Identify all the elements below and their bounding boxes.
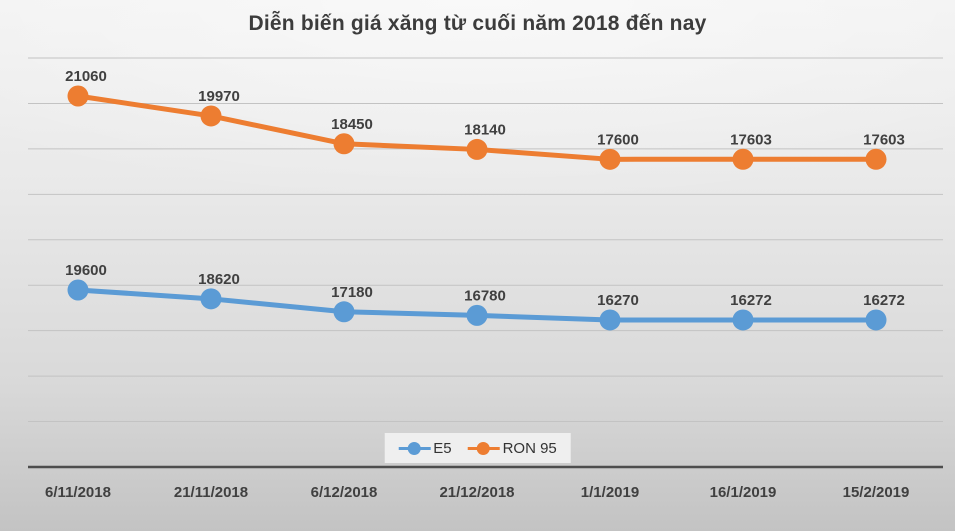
data-point-ron95 <box>865 148 887 170</box>
data-label-e5: 19600 <box>65 262 107 279</box>
data-point-e5 <box>466 304 488 326</box>
legend-item-ron95: RON 95 <box>467 439 557 457</box>
data-label-ron95: 21060 <box>65 68 107 85</box>
data-label-ron95: 17600 <box>597 131 639 148</box>
data-point-e5 <box>333 301 355 323</box>
x-axis-label: 6/12/2018 <box>311 484 378 501</box>
data-label-ron95: 19970 <box>198 88 240 105</box>
x-axis-label: 21/11/2018 <box>174 484 248 501</box>
ron95-line-marker-icon <box>467 441 500 455</box>
x-axis-label: 6/11/2018 <box>45 484 111 501</box>
data-label-ron95: 17603 <box>863 131 905 148</box>
data-point-ron95 <box>200 105 222 127</box>
data-label-ron95: 18450 <box>331 116 373 133</box>
data-label-e5: 16272 <box>863 292 905 309</box>
data-label-e5: 18620 <box>198 271 240 288</box>
chart-legend: E5 RON 95 <box>384 433 571 463</box>
x-axis-label: 1/1/2019 <box>581 484 639 501</box>
x-axis-label: 15/2/2019 <box>843 484 910 501</box>
data-point-ron95 <box>732 148 754 170</box>
data-label-e5: 16272 <box>730 292 772 309</box>
data-label-e5: 17180 <box>331 284 373 301</box>
data-label-ron95: 17603 <box>730 131 772 148</box>
data-point-ron95 <box>466 138 488 160</box>
data-point-e5 <box>67 279 89 301</box>
data-label-e5: 16780 <box>464 287 506 304</box>
legend-item-e5: E5 <box>398 439 452 457</box>
data-point-ron95 <box>333 133 355 155</box>
data-point-e5 <box>200 288 222 310</box>
data-label-e5: 16270 <box>597 292 639 309</box>
data-label-ron95: 18140 <box>464 121 506 138</box>
legend-label-ron95: RON 95 <box>502 439 557 457</box>
legend-label-e5: E5 <box>433 439 452 457</box>
data-point-ron95 <box>599 148 621 170</box>
x-axis-label: 16/1/2019 <box>710 484 777 501</box>
data-point-ron95 <box>67 85 89 107</box>
data-point-e5 <box>599 309 621 331</box>
x-axis-label: 21/12/2018 <box>439 484 514 501</box>
e5-line-marker-icon <box>398 441 431 455</box>
chart-title: Diễn biến giá xăng từ cuối năm 2018 đến … <box>248 12 707 35</box>
data-point-e5 <box>732 309 754 331</box>
data-point-e5 <box>865 309 887 331</box>
